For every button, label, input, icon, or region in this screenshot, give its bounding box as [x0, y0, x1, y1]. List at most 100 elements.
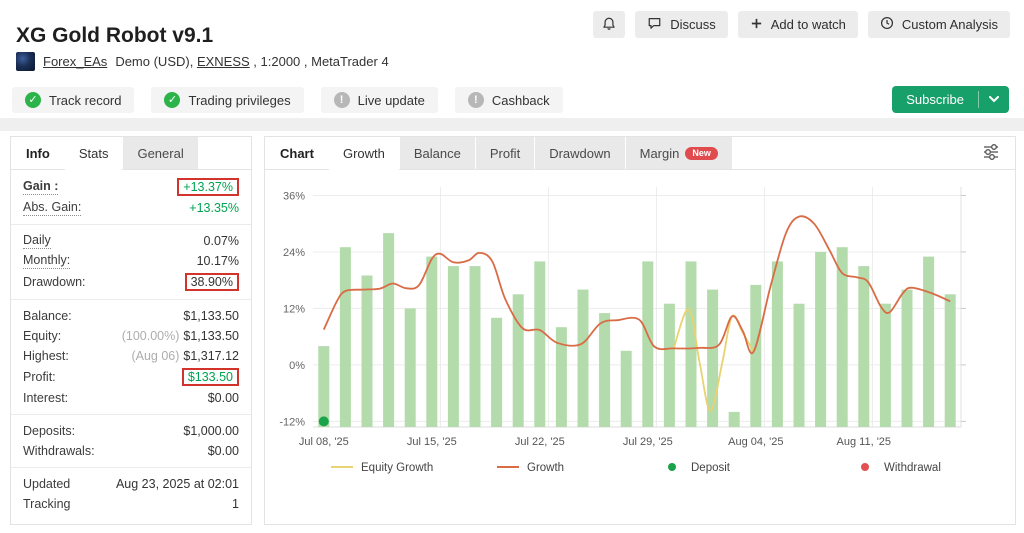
growth-bar[interactable] — [901, 289, 913, 427]
growth-bar[interactable] — [728, 411, 740, 427]
growth-bar[interactable] — [512, 294, 524, 427]
growth-bar[interactable] — [793, 303, 805, 427]
y-tick-label: 36% — [283, 190, 305, 202]
growth-bar[interactable] — [620, 350, 632, 427]
stat-row-equity: Equity: (100.00%) $1,133.50 — [11, 326, 251, 346]
growth-bar[interactable] — [426, 256, 438, 427]
interest-value: $0.00 — [208, 391, 239, 405]
tab-label: Balance — [413, 145, 461, 161]
stat-row-interest: Interest: $0.00 — [11, 388, 251, 408]
deposits-value-text: $1,000.00 — [183, 424, 239, 438]
custom-analysis-button[interactable]: Custom Analysis — [867, 11, 1010, 38]
account-owner-link[interactable]: Forex_EAs — [43, 54, 108, 69]
x-tick-label: Aug 04, '25 — [728, 436, 783, 448]
interest-label: Interest: — [23, 391, 69, 405]
deposit-marker[interactable] — [318, 416, 329, 427]
legend-item-equity-growth[interactable]: Equity Growth — [331, 462, 433, 474]
broker-link[interactable]: EXNESS — [196, 54, 250, 69]
highest-label: Highest: — [23, 349, 69, 363]
tab-general[interactable]: General — [123, 137, 198, 169]
growth-bar[interactable] — [404, 308, 416, 427]
growth-bar[interactable] — [750, 284, 762, 427]
y-tick-label: 24% — [283, 247, 305, 259]
chart-panel-title: Chart — [280, 145, 314, 161]
legend-item-withdrawal[interactable]: Withdrawal — [861, 462, 941, 474]
profit-value-text: $133.50 — [187, 370, 233, 384]
tab-drawdown[interactable]: Drawdown — [535, 137, 625, 169]
tab-stats[interactable]: Stats — [64, 137, 123, 169]
drawdown-value-text: 38.90% — [190, 275, 233, 289]
section-divider — [0, 118, 1024, 131]
stat-row-abs-gain: Abs. Gain: +13.35% — [11, 198, 251, 218]
highest-value-note: (Aug 06) — [131, 349, 180, 363]
balance-value: $1,133.50 — [183, 309, 239, 323]
growth-bar[interactable] — [923, 256, 935, 427]
clock-icon — [880, 16, 894, 33]
chevron-down-icon[interactable] — [979, 96, 1009, 103]
y-tick-label: 12% — [283, 303, 305, 315]
growth-bar[interactable] — [491, 317, 503, 427]
growth-bar[interactable] — [642, 261, 654, 427]
legend-dot-swatch — [861, 463, 869, 471]
stat-group: Updated Aug 23, 2025 at 02:01 Tracking 1 — [11, 468, 251, 520]
series-line-growth[interactable] — [322, 215, 951, 355]
account-info-row: Forex_EAs Demo (USD), EXNESS , 1:2000 , … — [16, 52, 389, 71]
growth-bar[interactable] — [361, 275, 373, 428]
legend-dot-swatch — [668, 463, 676, 471]
growth-chart[interactable]: 36% 24% 12% 0% -12% Jul 08, '25 Jul 15, '25 Jul… — [265, 170, 1015, 496]
bell-button[interactable] — [593, 11, 626, 38]
exclamation-icon: ! — [467, 92, 484, 108]
growth-bar[interactable] — [685, 261, 697, 427]
add-to-watch-button[interactable]: Add to watch — [737, 11, 858, 38]
tab-balance[interactable]: Balance — [399, 137, 475, 169]
growth-bar[interactable] — [815, 251, 827, 427]
legend-label: Equity Growth — [361, 462, 433, 474]
discuss-button[interactable]: Discuss — [635, 11, 728, 38]
abs-gain-value: +13.35% — [189, 201, 239, 215]
growth-bar[interactable] — [707, 289, 719, 427]
add-to-watch-button-label: Add to watch — [770, 17, 846, 32]
growth-bar[interactable] — [836, 247, 848, 427]
growth-bar[interactable] — [599, 313, 611, 427]
growth-bar[interactable] — [318, 346, 330, 427]
growth-bar[interactable] — [879, 303, 891, 427]
tab-label: General — [137, 145, 184, 161]
growth-bar[interactable] — [447, 266, 459, 427]
monthly-label: Monthly: — [23, 253, 71, 269]
growth-bar[interactable] — [383, 233, 395, 427]
tracking-value-text: 1 — [232, 497, 239, 511]
growth-chart-svg[interactable]: 36% 24% 12% 0% -12% Jul 08, '25 Jul 15, '25 Jul… — [269, 173, 1011, 491]
growth-bar[interactable] — [944, 294, 956, 427]
stat-row-deposits: Deposits: $1,000.00 — [11, 421, 251, 441]
legend-item-growth[interactable]: Growth — [497, 462, 564, 474]
drawdown-value: 38.90% — [184, 273, 239, 291]
stat-row-monthly: Monthly: 10.17% — [11, 251, 251, 271]
growth-bar[interactable] — [339, 247, 351, 427]
daily-value-text: 0.07% — [203, 234, 239, 248]
equity-value: (100.00%) $1,133.50 — [122, 329, 239, 343]
growth-bar[interactable] — [663, 303, 675, 427]
tab-profit[interactable]: Profit — [475, 137, 535, 169]
profit-label: Profit: — [23, 370, 56, 384]
stat-row-tracking: Tracking 1 — [11, 494, 251, 514]
daily-label: Daily — [23, 233, 51, 249]
subscribe-button[interactable]: Subscribe — [892, 86, 1009, 113]
growth-bar[interactable] — [555, 327, 567, 427]
drawdown-label: Drawdown: — [23, 275, 86, 289]
stat-row-gain: Gain : +13.37% — [11, 176, 251, 198]
growth-bar[interactable] — [771, 261, 783, 427]
tab-margin[interactable]: Margin New — [625, 137, 732, 169]
growth-bar[interactable] — [577, 289, 589, 427]
growth-bar[interactable] — [534, 261, 546, 427]
abs-gain-value-text: +13.35% — [189, 201, 239, 215]
legend-item-deposit[interactable]: Deposit — [668, 462, 731, 474]
tab-growth[interactable]: Growth — [328, 137, 399, 169]
stat-group: Daily 0.07% Monthly: 10.17% Drawdown: 38.90% — [11, 225, 251, 300]
growth-bar[interactable] — [858, 266, 870, 427]
stats-list: Gain : +13.37% Abs. Gain: +13.35% Daily 0.07%… — [11, 170, 251, 520]
stat-row-withdrawals: Withdrawals: $0.00 — [11, 441, 251, 461]
chart-settings-button[interactable] — [979, 141, 1003, 166]
growth-bar[interactable] — [469, 266, 481, 427]
chart-panel: Chart Growth Balance Profit Drawdown Margin N… — [264, 136, 1016, 525]
balance-label: Balance: — [23, 309, 72, 323]
